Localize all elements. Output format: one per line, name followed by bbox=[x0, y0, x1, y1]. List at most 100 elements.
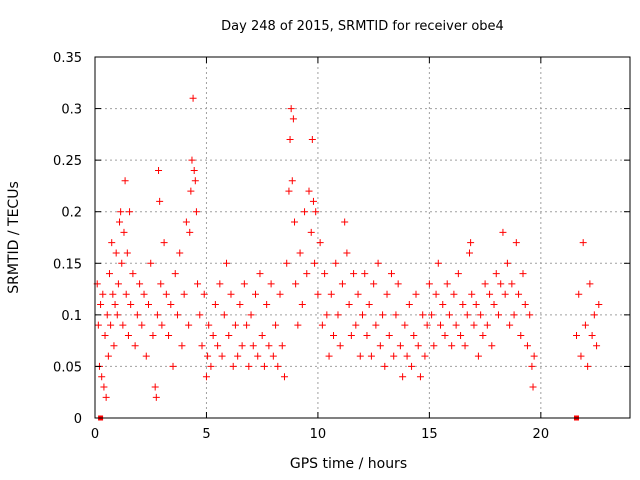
data-point bbox=[394, 280, 402, 288]
data-point bbox=[338, 280, 346, 288]
data-point bbox=[508, 280, 516, 288]
data-point bbox=[352, 321, 360, 329]
data-point bbox=[196, 311, 204, 319]
data-point bbox=[223, 259, 231, 267]
data-point bbox=[252, 290, 259, 298]
data-point bbox=[454, 270, 462, 278]
x-tick-label: 0 bbox=[91, 427, 99, 442]
data-point bbox=[200, 290, 208, 298]
data-point bbox=[494, 311, 502, 319]
data-point bbox=[218, 352, 226, 360]
data-point bbox=[529, 383, 537, 391]
data-point bbox=[361, 270, 369, 278]
x-tick-labels: 0 5 10 15 20 bbox=[91, 427, 549, 442]
data-point bbox=[249, 342, 257, 350]
data-point bbox=[330, 331, 338, 339]
data-point bbox=[396, 342, 404, 350]
x-tick-label: 5 bbox=[202, 427, 210, 442]
data-point bbox=[245, 362, 253, 370]
data-point bbox=[124, 331, 132, 339]
data-point bbox=[309, 197, 317, 205]
data-point bbox=[99, 290, 107, 298]
data-point bbox=[414, 342, 422, 350]
data-point bbox=[521, 301, 529, 309]
data-point bbox=[441, 331, 449, 339]
data-point bbox=[510, 311, 518, 319]
data-point bbox=[359, 311, 366, 319]
data-point bbox=[145, 301, 152, 309]
data-point bbox=[167, 301, 175, 309]
data-point bbox=[586, 280, 594, 288]
data-points bbox=[93, 94, 603, 421]
data-point bbox=[374, 259, 382, 267]
data-point bbox=[153, 311, 161, 319]
x-axis-label: GPS time / hours bbox=[290, 456, 407, 472]
data-point bbox=[419, 311, 427, 319]
data-point bbox=[345, 301, 353, 309]
data-point bbox=[156, 197, 164, 205]
data-point bbox=[372, 321, 380, 329]
data-point bbox=[186, 228, 194, 236]
data-point bbox=[169, 362, 177, 370]
data-point bbox=[127, 301, 135, 309]
data-point bbox=[120, 228, 128, 236]
data-point bbox=[499, 228, 507, 236]
data-point bbox=[401, 321, 409, 329]
data-point bbox=[575, 290, 583, 298]
data-point bbox=[276, 290, 284, 298]
data-point bbox=[140, 290, 148, 298]
data-point bbox=[376, 342, 384, 350]
data-point bbox=[448, 342, 456, 350]
data-point bbox=[165, 331, 173, 339]
data-point bbox=[595, 301, 603, 309]
data-point bbox=[171, 270, 179, 278]
data-point bbox=[102, 393, 110, 401]
data-point bbox=[497, 280, 505, 288]
data-point bbox=[178, 342, 186, 350]
data-point bbox=[192, 208, 200, 216]
data-point bbox=[121, 177, 129, 185]
data-point bbox=[176, 249, 184, 257]
data-point bbox=[311, 259, 319, 267]
data-point bbox=[459, 301, 467, 309]
data-point bbox=[307, 228, 315, 236]
data-point bbox=[229, 362, 237, 370]
data-point bbox=[283, 259, 291, 267]
y-tick-label: 0.1 bbox=[61, 309, 82, 324]
data-point bbox=[408, 362, 416, 370]
data-point bbox=[285, 187, 293, 195]
data-point bbox=[387, 270, 395, 278]
data-point bbox=[105, 270, 113, 278]
data-point bbox=[584, 362, 592, 370]
data-point bbox=[113, 311, 121, 319]
data-point bbox=[116, 218, 124, 226]
x-tick-label: 20 bbox=[533, 427, 550, 442]
data-point bbox=[267, 280, 275, 288]
data-point bbox=[590, 311, 598, 319]
data-point bbox=[111, 301, 119, 309]
data-point bbox=[467, 239, 475, 247]
data-point bbox=[443, 280, 451, 288]
data-point bbox=[488, 342, 496, 350]
data-point bbox=[503, 259, 511, 267]
data-point bbox=[240, 280, 248, 288]
data-point bbox=[260, 362, 268, 370]
data-point bbox=[100, 383, 108, 391]
data-point bbox=[450, 290, 458, 298]
data-point bbox=[316, 239, 324, 247]
data-point bbox=[274, 362, 282, 370]
grid-lines bbox=[95, 57, 630, 418]
data-point bbox=[356, 352, 364, 360]
data-point bbox=[204, 352, 212, 360]
data-point bbox=[466, 249, 473, 257]
data-point bbox=[347, 331, 355, 339]
data-point bbox=[97, 301, 105, 309]
data-point bbox=[303, 270, 311, 278]
y-tick-label: 0.05 bbox=[53, 360, 82, 375]
data-point bbox=[118, 259, 126, 267]
data-point bbox=[308, 136, 316, 144]
data-point bbox=[220, 311, 228, 319]
data-point bbox=[147, 259, 155, 267]
data-point bbox=[573, 331, 580, 339]
